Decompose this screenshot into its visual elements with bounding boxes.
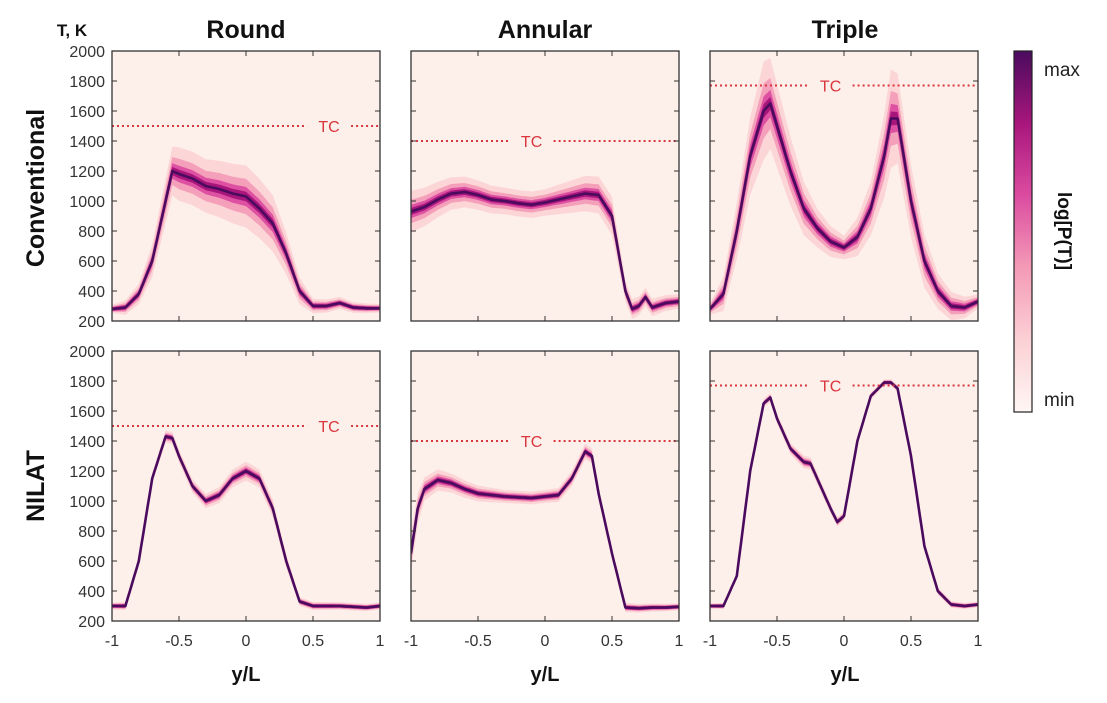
- y-tick-label: 1800: [69, 74, 105, 91]
- panel-conventional-round: TC 2000 1800 1600 1400 1200 1000 800 600 400 200: [69, 44, 381, 331]
- density-ridge: [112, 435, 380, 609]
- column-title-triple: Triple: [812, 16, 879, 44]
- column-title-round: Round: [206, 16, 285, 44]
- x-tick-label: -1: [404, 633, 418, 650]
- y-tick-label: 1800: [69, 374, 105, 391]
- x-tick-label: -0.5: [165, 633, 193, 650]
- density-band-3: [112, 434, 380, 609]
- tc-label: TC: [318, 119, 339, 136]
- density-bands: [112, 146, 380, 315]
- y-tick-label: 200: [78, 314, 105, 331]
- density-ridge: [411, 190, 679, 311]
- density-ridge: [710, 381, 978, 608]
- panel-background: [112, 351, 380, 621]
- density-bands: [112, 430, 380, 612]
- density-bands: [710, 379, 978, 609]
- x-tick-label: -1: [105, 633, 119, 650]
- y-tick-label: 400: [78, 584, 105, 601]
- density-bands: [411, 443, 679, 613]
- colorbar-title: log[P(T)]: [1053, 192, 1074, 270]
- y-tick-label: 1000: [69, 194, 105, 211]
- density-band-0: [411, 443, 679, 613]
- x-tick-label: -1: [703, 633, 717, 650]
- panel-nilat-round: TC 2000 1800 1600 1400 1200 1000 800 600 400 200-1…: [69, 344, 384, 650]
- panel-conventional-annular: TC: [410, 50, 680, 322]
- y-tick-label: 800: [78, 524, 105, 541]
- tc-label: TC: [521, 434, 542, 451]
- tc-label: TC: [318, 419, 339, 436]
- colorbar-min-label: min: [1044, 390, 1075, 411]
- y-tick-label: 200: [78, 614, 105, 631]
- y-tick-label: 1400: [69, 134, 105, 151]
- y-tick-label: 1200: [69, 164, 105, 181]
- x-axis-label-triple: y/L: [831, 664, 860, 686]
- panel-background: [710, 351, 978, 621]
- panel-conventional-triple: TC: [709, 50, 979, 322]
- y-tick-label: 1000: [69, 494, 105, 511]
- x-tick-label: 0: [541, 633, 550, 650]
- x-axis-label-annular: y/L: [531, 664, 560, 686]
- row-title-conventional: Conventional: [22, 109, 50, 267]
- x-tick-label: 0.5: [601, 633, 623, 650]
- y-tick-label: 2000: [69, 44, 105, 61]
- y-tick-label: 2000: [69, 344, 105, 361]
- colorbar: [1013, 50, 1033, 413]
- colorbar-max-label: max: [1044, 60, 1080, 81]
- panel-grid: TC200018001600140012001000800600400200TC…: [69, 44, 982, 650]
- y-tick-label: 800: [78, 224, 105, 241]
- x-tick-label: 0: [840, 633, 849, 650]
- y-axis-label: T, K: [57, 21, 88, 40]
- row-title-nilat: NILAT: [22, 450, 50, 522]
- tc-label: TC: [820, 79, 841, 96]
- y-tick-label: 600: [78, 554, 105, 571]
- tc-label: TC: [820, 379, 841, 396]
- x-tick-label: 1: [675, 633, 684, 650]
- y-tick-label: 1600: [69, 404, 105, 421]
- panel-nilat-triple: TC -1 -0.5 0 0.5 1: [703, 350, 983, 650]
- density-bands: [710, 58, 978, 321]
- tc-label: TC: [521, 134, 542, 151]
- y-tick-label: 400: [78, 284, 105, 301]
- x-tick-label: 0.5: [900, 633, 922, 650]
- density-ridge: [112, 169, 380, 311]
- x-tick-label: -0.5: [763, 633, 791, 650]
- x-tick-label: 1: [974, 633, 983, 650]
- y-tick-label: 600: [78, 254, 105, 271]
- y-tick-label: 1200: [69, 464, 105, 481]
- density-band-3: [411, 189, 679, 312]
- x-tick-label: 1: [376, 633, 385, 650]
- x-tick-label: 0.5: [302, 633, 324, 650]
- x-axis-label-round: y/L: [232, 664, 261, 686]
- y-tick-label: 1600: [69, 104, 105, 121]
- density-bands: [411, 175, 679, 319]
- density-ridge: [411, 450, 679, 610]
- panel-nilat-annular: TC -1 -0.5 0 0.5 1: [404, 350, 684, 650]
- column-title-annular: Annular: [498, 16, 593, 44]
- y-tick-label: 1400: [69, 434, 105, 451]
- x-tick-label: 0: [242, 633, 251, 650]
- density-ridge: [710, 102, 978, 310]
- x-tick-label: -0.5: [464, 633, 492, 650]
